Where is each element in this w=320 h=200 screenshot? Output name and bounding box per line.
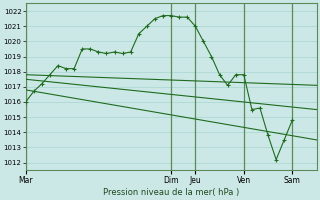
X-axis label: Pression niveau de la mer( hPa ): Pression niveau de la mer( hPa ) bbox=[103, 188, 239, 197]
